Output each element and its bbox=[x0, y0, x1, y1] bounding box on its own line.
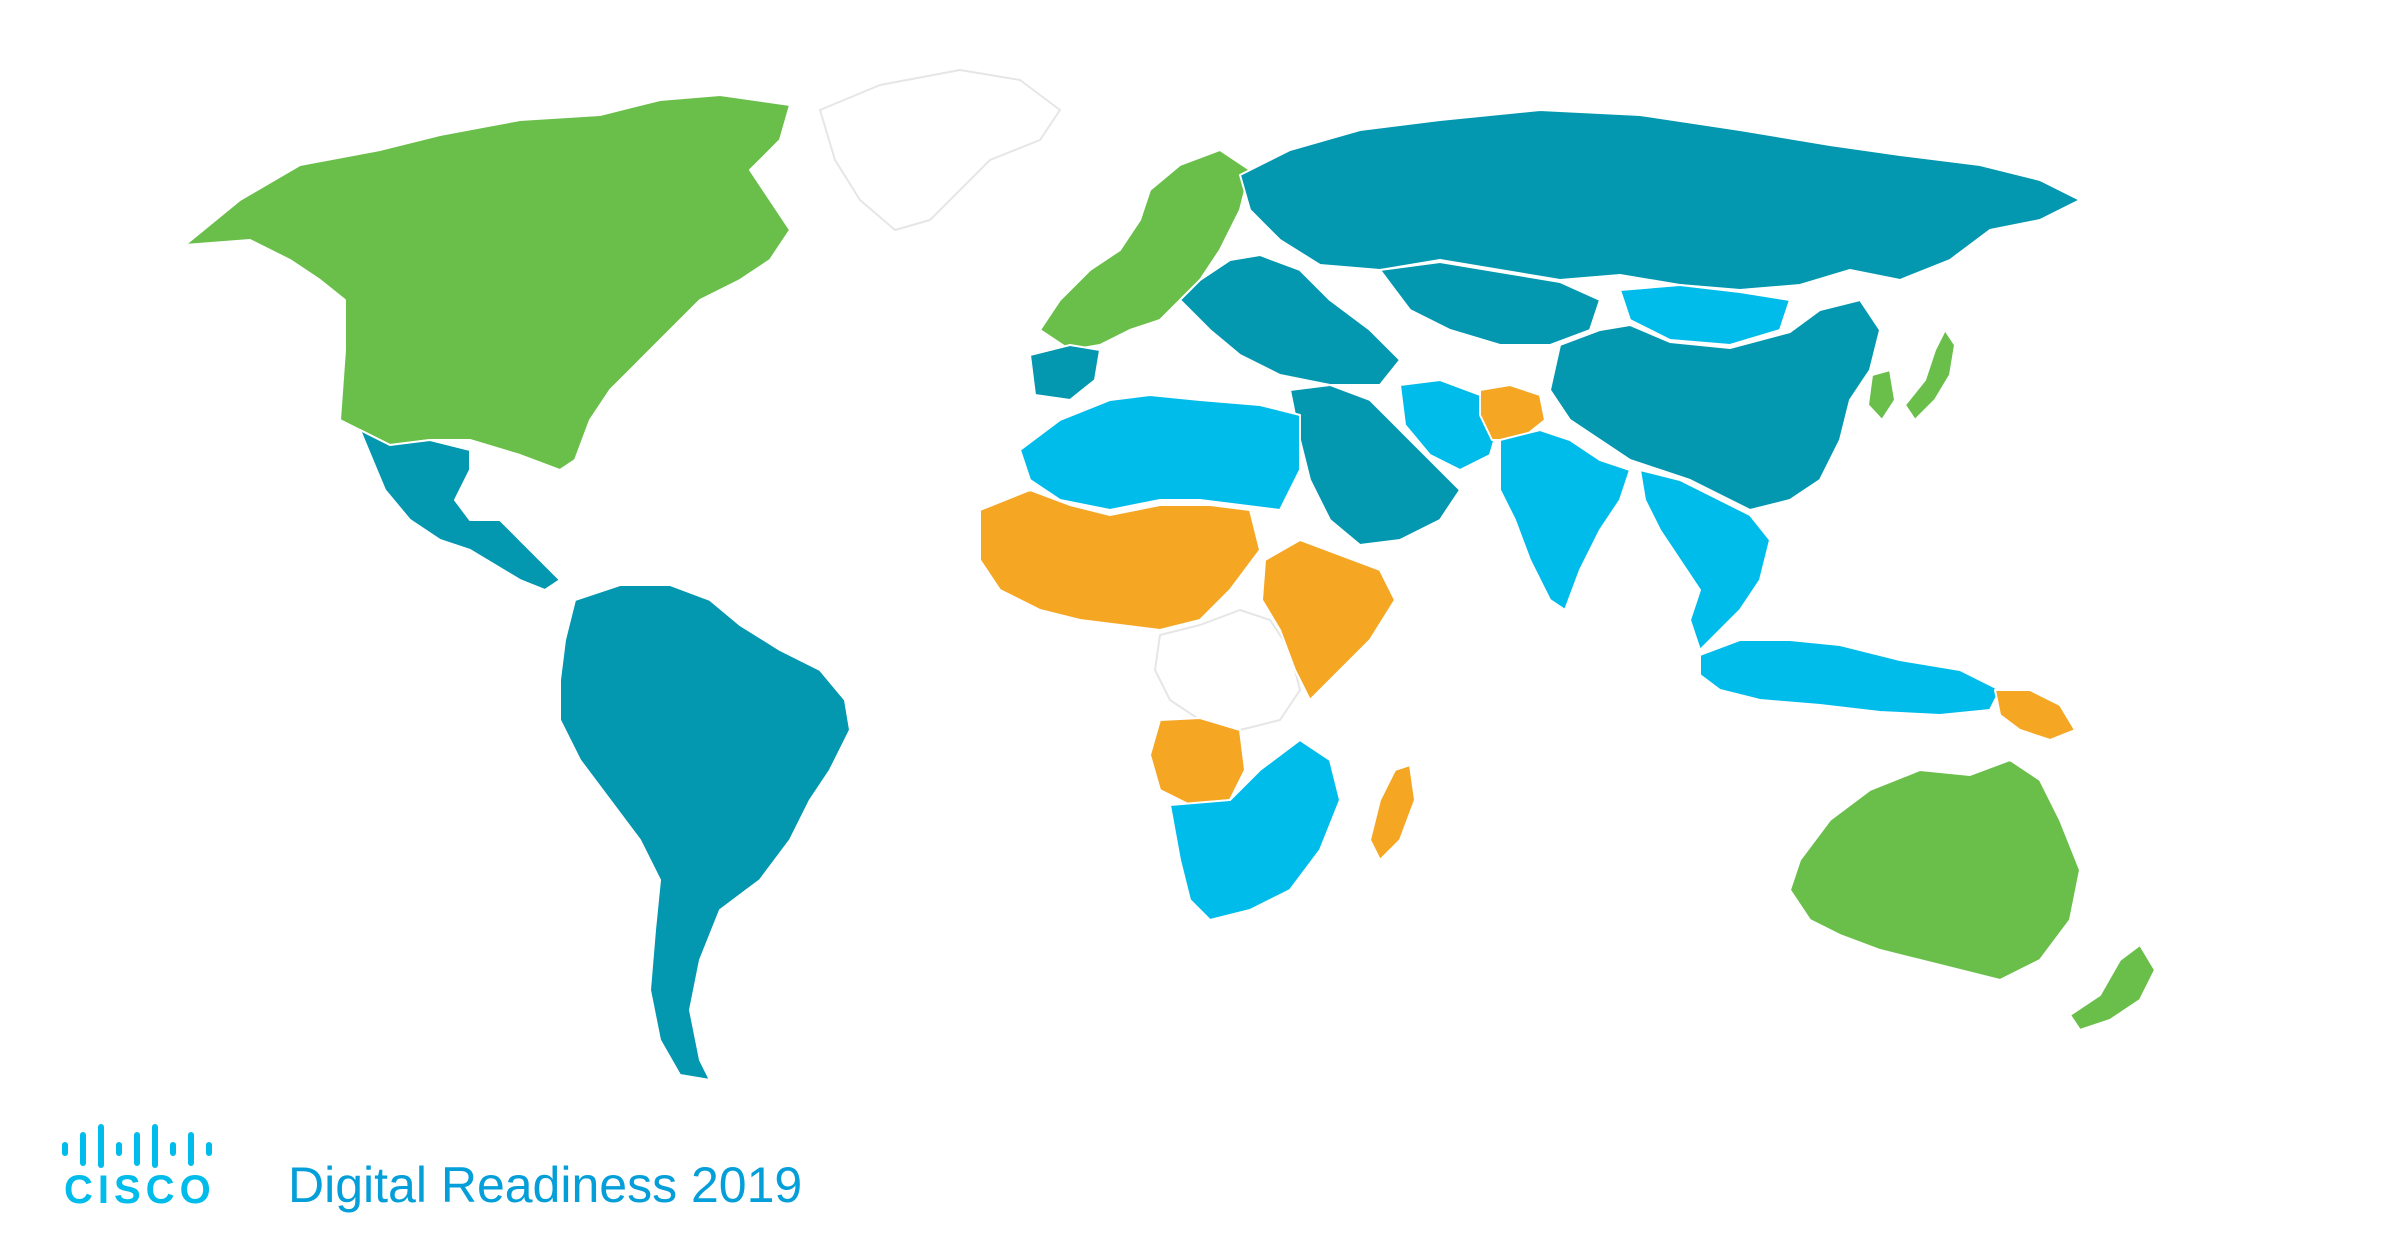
region-east-africa[interactable] bbox=[1261, 539, 1396, 701]
region-greenland bbox=[819, 69, 1061, 231]
region-mongolia[interactable] bbox=[1619, 284, 1791, 346]
region-north-africa[interactable] bbox=[1019, 394, 1301, 511]
region-australia[interactable] bbox=[1789, 759, 2081, 981]
region-south-america[interactable] bbox=[559, 584, 851, 1081]
region-angola[interactable] bbox=[1149, 717, 1246, 806]
region-southern-africa[interactable] bbox=[1169, 739, 1341, 921]
cisco-wordmark: CISCO bbox=[64, 1168, 216, 1212]
region-eastern-europe[interactable] bbox=[1179, 254, 1401, 386]
region-iran[interactable] bbox=[1399, 379, 1501, 471]
region-russia[interactable] bbox=[1239, 109, 2081, 291]
region-central-africa bbox=[1154, 609, 1301, 731]
region-china[interactable] bbox=[1549, 299, 1881, 511]
region-korea[interactable] bbox=[1867, 369, 1896, 421]
region-indonesia[interactable] bbox=[1699, 639, 2001, 716]
region-iberia[interactable] bbox=[1029, 344, 1101, 401]
region-india[interactable] bbox=[1499, 429, 1631, 611]
region-north-america[interactable] bbox=[184, 94, 791, 471]
cisco-logo: CISCO bbox=[60, 1110, 230, 1212]
cisco-bars-icon bbox=[62, 1124, 212, 1168]
region-middle-east[interactable] bbox=[1289, 384, 1461, 546]
region-png[interactable] bbox=[1994, 689, 2076, 741]
region-kazakhstan[interactable] bbox=[1379, 261, 1601, 346]
region-japan[interactable] bbox=[1904, 329, 1956, 421]
region-afghanistan[interactable] bbox=[1479, 384, 1546, 441]
region-madagascar[interactable] bbox=[1369, 764, 1416, 861]
region-sahel[interactable] bbox=[979, 489, 1261, 631]
footer: CISCO Digital Readiness 2019 bbox=[60, 1110, 960, 1220]
region-new-zealand[interactable] bbox=[2069, 944, 2156, 1031]
page-title: Digital Readiness 2019 bbox=[288, 1157, 803, 1213]
region-central-america[interactable] bbox=[359, 429, 561, 591]
region-southeast-asia[interactable] bbox=[1639, 469, 1771, 651]
